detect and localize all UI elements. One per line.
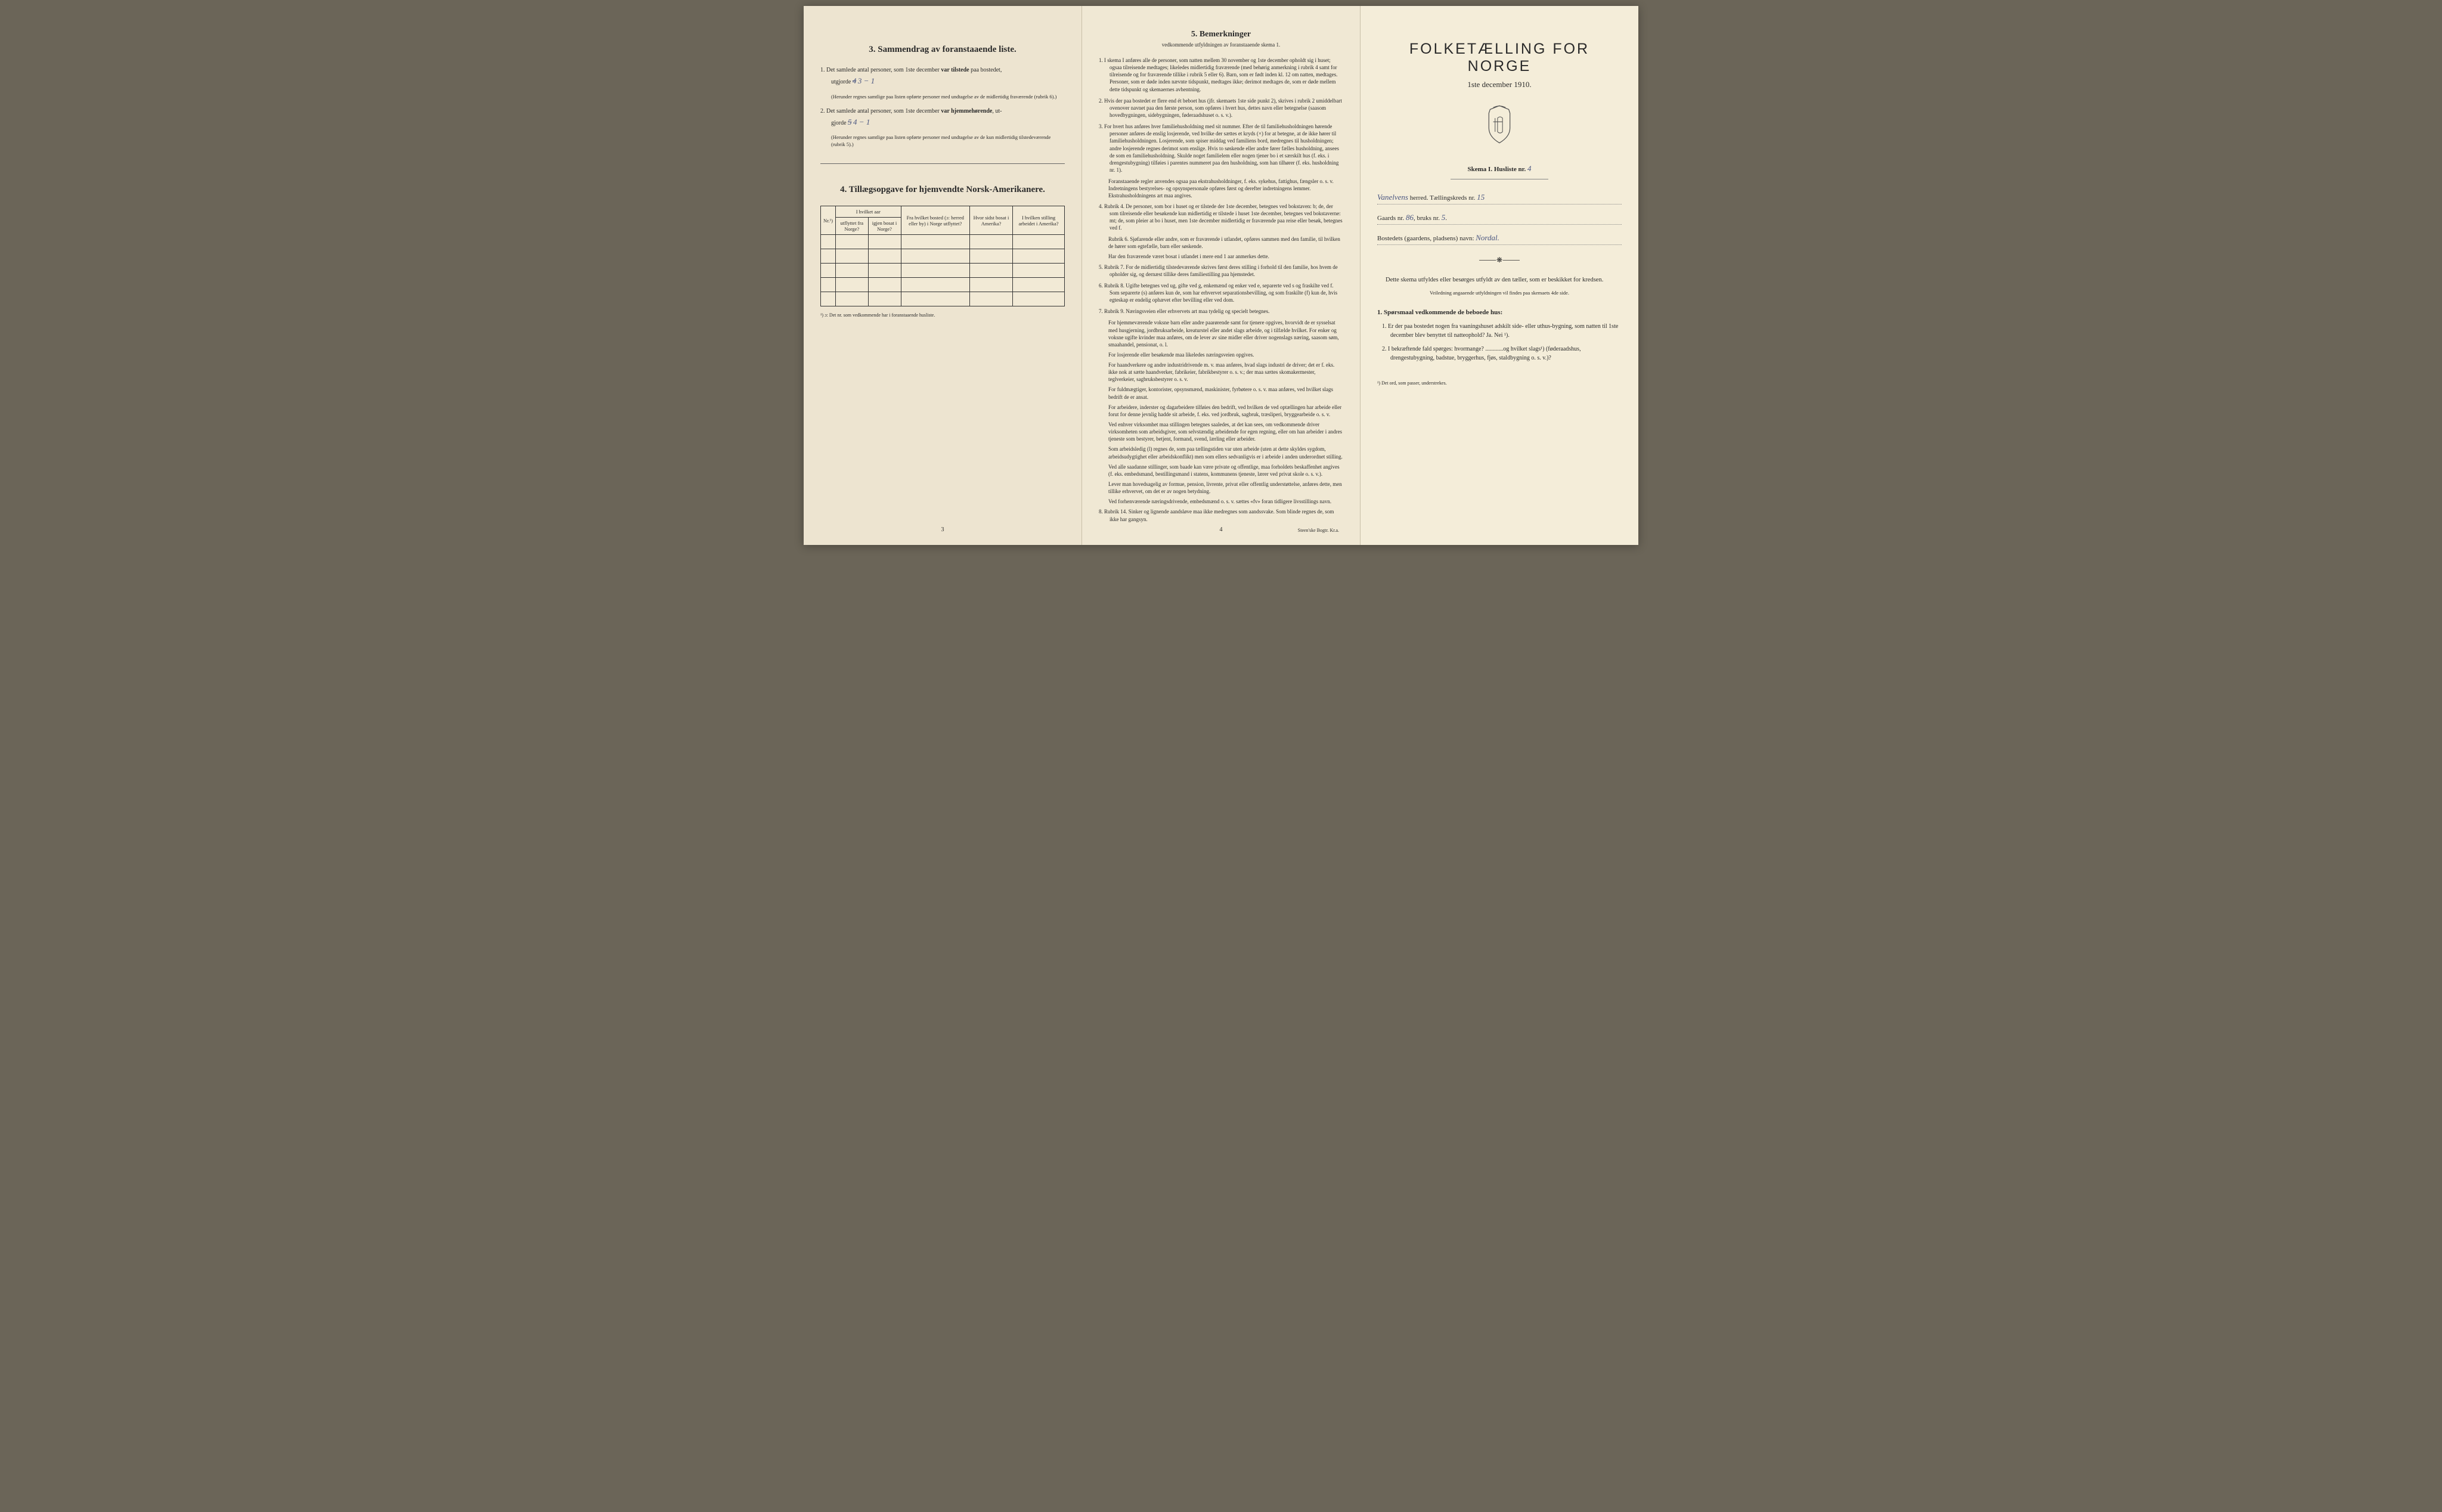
th-where: Hvor sidst bosat i Amerika?	[969, 206, 1012, 235]
page-left: 3. Sammendrag av foranstaaende liste. 1.…	[804, 6, 1082, 545]
remark-7-sub9: Lever man hovedsagelig av formue, pensio…	[1099, 481, 1343, 495]
th-from: Fra hvilket bosted (ɔ: herred eller by) …	[901, 206, 969, 235]
printer-mark: Steen'ske Bogtr. Kr.a.	[1298, 528, 1339, 533]
th-emigrated: utflyttet fra Norge?	[836, 218, 869, 235]
section4-title: 4. Tillægsopgave for hjemvendte Norsk-Am…	[820, 185, 1065, 195]
item1-bold: var tilstede	[941, 67, 969, 73]
remark-5: 5. Rubrik 7. For de midlertidig tilstede…	[1099, 264, 1343, 278]
remark-4-suba: Rubrik 6. Sjøfarende eller andre, som er…	[1099, 236, 1343, 250]
schema-line: Skema I. Husliste nr. 4	[1377, 164, 1622, 173]
bosted-label: Bostedets (gaardens, pladsens) navn:	[1377, 235, 1474, 242]
section3-title: 3. Sammendrag av foranstaaende liste.	[820, 45, 1065, 55]
remark-7: 7. Rubrik 9. Næringsveien eller erhverve…	[1099, 308, 1343, 315]
item1-line2: utgjorde	[831, 79, 853, 85]
remark-7-sub5: For arbeidere, inderster og dagarbeidere…	[1099, 404, 1343, 418]
summary-item-2: 2. Det samlede antal personer, som 1ste …	[820, 107, 1065, 129]
herred-label: herred. Tællingskreds nr.	[1410, 194, 1476, 202]
item2-strike: 5	[848, 117, 852, 126]
kreds-value: 15	[1477, 193, 1485, 202]
gaard-line: Gaards nr. 86, bruks nr. 5.	[1377, 213, 1622, 225]
th-year: I hvilket aar	[836, 206, 901, 218]
table-row	[821, 235, 1065, 249]
coat-of-arms-icon	[1377, 104, 1622, 147]
body-text: Dette skema utfyldes eller besørges utfy…	[1377, 275, 1622, 285]
table-row	[821, 264, 1065, 278]
americans-tbody	[821, 235, 1065, 306]
remark-7-sub7: Som arbeidsledig (l) regnes de, som paa …	[1099, 445, 1343, 460]
table-row	[821, 249, 1065, 264]
remark-1: 1. I skema I anføres alle de personer, s…	[1099, 57, 1343, 93]
remark-3-sub: Foranstaaende regler anvendes ogsaa paa …	[1099, 178, 1343, 199]
divider	[820, 163, 1065, 164]
item1-prefix: 1. Det samlede antal personer, som 1ste …	[820, 67, 941, 73]
remark-7-sub3: For haandverkere og andre industridriven…	[1099, 361, 1343, 383]
remark-3: 3. For hvert hus anføres hver familiehus…	[1099, 123, 1343, 173]
main-subtitle: 1ste december 1910.	[1377, 80, 1622, 89]
remark-7-sub6: Ved enhver virksomhet maa stillingen bet…	[1099, 421, 1343, 442]
remark-7-sub10: Ved forhenværende næringsdrivende, embed…	[1099, 498, 1343, 505]
herred-name: Vanelvens	[1377, 193, 1408, 202]
remark-7-sub1: For hjemmeværende voksne barn eller andr…	[1099, 319, 1343, 348]
remark-6: 6. Rubrik 8. Ugifte betegnes ved ug, gif…	[1099, 282, 1343, 303]
remark-4: 4. Rubrik 4. De personer, som bor i huse…	[1099, 203, 1343, 232]
herred-line: Vanelvens herred. Tællingskreds nr. 15	[1377, 193, 1622, 205]
page-number: 3	[941, 526, 944, 533]
main-title: FOLKETÆLLING FOR NORGE	[1377, 41, 1622, 75]
item1-value: 3 − 1	[858, 76, 875, 85]
th-position: I hvilken stilling arbeidet i Amerika?	[1013, 206, 1065, 235]
schema-label: Skema I. Husliste nr.	[1468, 166, 1526, 173]
bosted-line: Bostedets (gaardens, pladsens) navn: Nor…	[1377, 233, 1622, 245]
question-2: 2. I bekræftende fald spørges: hvormange…	[1377, 345, 1622, 362]
th-returned: igjen bosat i Norge?	[868, 218, 901, 235]
item1-note: (Herunder regnes samtlige paa listen opf…	[820, 94, 1065, 101]
item2-line2: gjorde	[831, 120, 848, 126]
remark-4-subb: Har den fraværende været bosat i utlande…	[1099, 253, 1343, 260]
remark-7-sub8: Ved alle saadanne stillinger, som baade …	[1099, 463, 1343, 478]
summary-item-1: 1. Det samlede antal personer, som 1ste …	[820, 66, 1065, 88]
bruk-label: bruks nr.	[1417, 215, 1440, 222]
section5-subtitle: vedkommende utfyldningen av foranstaaend…	[1099, 42, 1343, 48]
gaard-label: Gaards nr.	[1377, 215, 1404, 222]
americans-table: Nr.¹) I hvilket aar Fra hvilket bosted (…	[820, 206, 1065, 306]
remark-7-sub4: For fuldmægtiger, kontorister, opsynsmæn…	[1099, 386, 1343, 400]
question-1: 1. Er der paa bostedet nogen fra vaaning…	[1377, 322, 1622, 340]
item2-value: 4 − 1	[853, 117, 870, 126]
table-footnote: ¹) ɔ: Det nr. som vedkommende har i fora…	[820, 312, 1065, 318]
table-row	[821, 278, 1065, 292]
remark-8: 8. Rubrik 14. Sinker og lignende aandslø…	[1099, 508, 1343, 522]
item2-prefix: 2. Det samlede antal personer, som 1ste …	[820, 108, 941, 114]
item1-suffix: paa bostedet,	[969, 67, 1002, 73]
section5-title: 5. Bemerkninger	[1099, 30, 1343, 39]
bruk-value: 5	[1442, 213, 1446, 222]
item2-suffix: , ut-	[992, 108, 1002, 114]
table-row	[821, 292, 1065, 306]
item1-strike: 4	[853, 76, 857, 85]
page-center: 5. Bemerkninger vedkommende utfyldningen…	[1082, 6, 1361, 545]
bosted-value: Nordal.	[1476, 233, 1499, 242]
document-container: 3. Sammendrag av foranstaaende liste. 1.…	[804, 6, 1638, 545]
item2-note: (Herunder regnes samtlige paa listen opf…	[820, 134, 1065, 148]
schema-value: 4	[1527, 164, 1532, 173]
ornament-icon: ⸻❋⸻	[1377, 255, 1622, 265]
remark-7-sub2: For losjerende eller besøkende maa likel…	[1099, 351, 1343, 358]
page-right: FOLKETÆLLING FOR NORGE 1ste december 191…	[1361, 6, 1638, 545]
guidance-text: Veiledning angaaende utfyldningen vil fi…	[1377, 290, 1622, 296]
item2-bold: var hjemmehørende	[941, 108, 992, 114]
th-nr: Nr.¹)	[821, 206, 836, 235]
remark-2: 2. Hvis der paa bostedet er flere end ét…	[1099, 97, 1343, 119]
gaard-value: 86	[1406, 213, 1414, 222]
page-number: 4	[1220, 526, 1223, 533]
footer-instruction: ¹) Det ord, som passer, understrekes.	[1377, 380, 1622, 386]
question-header: 1. Spørsmaal vedkommende de beboede hus:	[1377, 309, 1622, 316]
